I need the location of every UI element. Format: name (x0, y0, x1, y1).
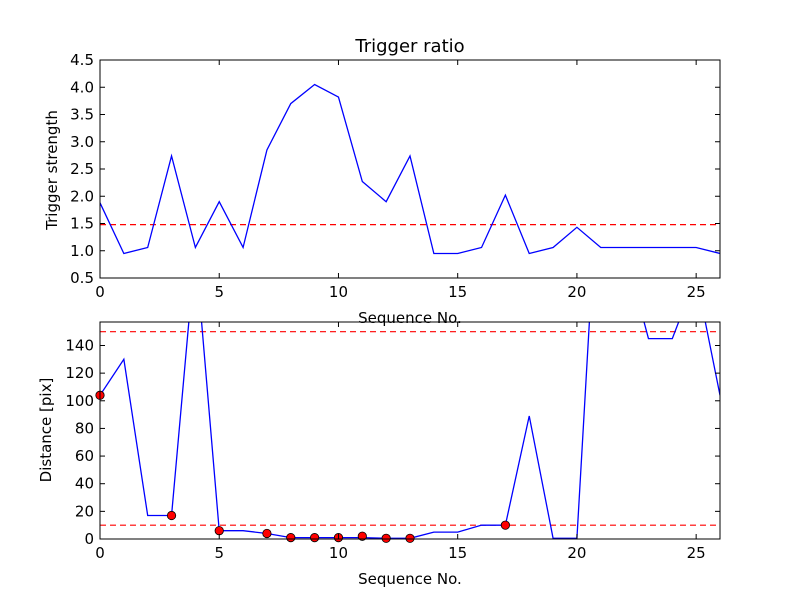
x-tick-label: 0 (95, 283, 105, 301)
x-tick-label: 10 (329, 283, 348, 301)
x-tick-label: 25 (687, 544, 706, 562)
y-tick-label: 3.0 (70, 133, 94, 151)
y-tick-label: 0.5 (70, 269, 94, 287)
data-point-marker (381, 533, 391, 543)
y-tick-label: 20 (75, 502, 94, 520)
x-tick-label: 20 (567, 283, 586, 301)
data-point-marker (310, 533, 320, 543)
x-tick-label: 20 (567, 544, 586, 562)
x-tick-label: 10 (329, 544, 348, 562)
data-point-marker (166, 510, 177, 521)
y-tick-label: 0 (84, 530, 94, 548)
plot-area (100, 83, 720, 255)
y-tick-label: 4.0 (70, 78, 94, 96)
y-tick-label: 2.5 (70, 160, 94, 178)
y-axis-label: Trigger strength (43, 110, 61, 231)
x-tick-label: 5 (214, 283, 224, 301)
x-axis-label: Sequence No. (358, 570, 462, 588)
y-tick-label: 100 (65, 392, 94, 410)
data-point-marker (286, 533, 296, 543)
trigger-ratio-plot: Trigger ratio Sequence No. Trigger stren… (43, 36, 721, 327)
y-axis-label: Distance [pix] (37, 378, 55, 483)
data-point-marker (262, 528, 272, 539)
x-tick-label: 15 (448, 283, 467, 301)
y-tick-label: 40 (75, 475, 94, 493)
data-point-marker (405, 533, 415, 543)
data-point-marker (214, 526, 224, 536)
y-tick-label: 120 (65, 364, 94, 382)
y-tick-label: 2.0 (70, 187, 94, 205)
axes-frame (99, 321, 721, 540)
plot-title: Trigger ratio (354, 36, 464, 57)
y-tick-label: 140 (65, 336, 94, 354)
x-tick-label: 0 (95, 544, 105, 562)
y-tick-label: 1.0 (70, 242, 94, 260)
x-axis-label: Sequence No. (358, 309, 462, 327)
x-tick-label: 15 (448, 544, 467, 562)
x-tick-label: 25 (687, 283, 706, 301)
y-tick-label: 60 (75, 447, 94, 465)
data-point-marker (357, 531, 367, 541)
y-tick-label: 1.5 (70, 215, 94, 233)
y-tick-label: 80 (75, 419, 94, 437)
x-tick-label: 5 (214, 544, 224, 562)
data-point-marker (500, 520, 510, 530)
y-tick-label: 4.5 (70, 51, 94, 69)
series-line (100, 83, 720, 255)
distance-plot: Sequence No. Distance [pix] 0 5 10 15 20 25 0 2… (37, 321, 721, 588)
y-tick-label: 3.5 (70, 106, 94, 124)
